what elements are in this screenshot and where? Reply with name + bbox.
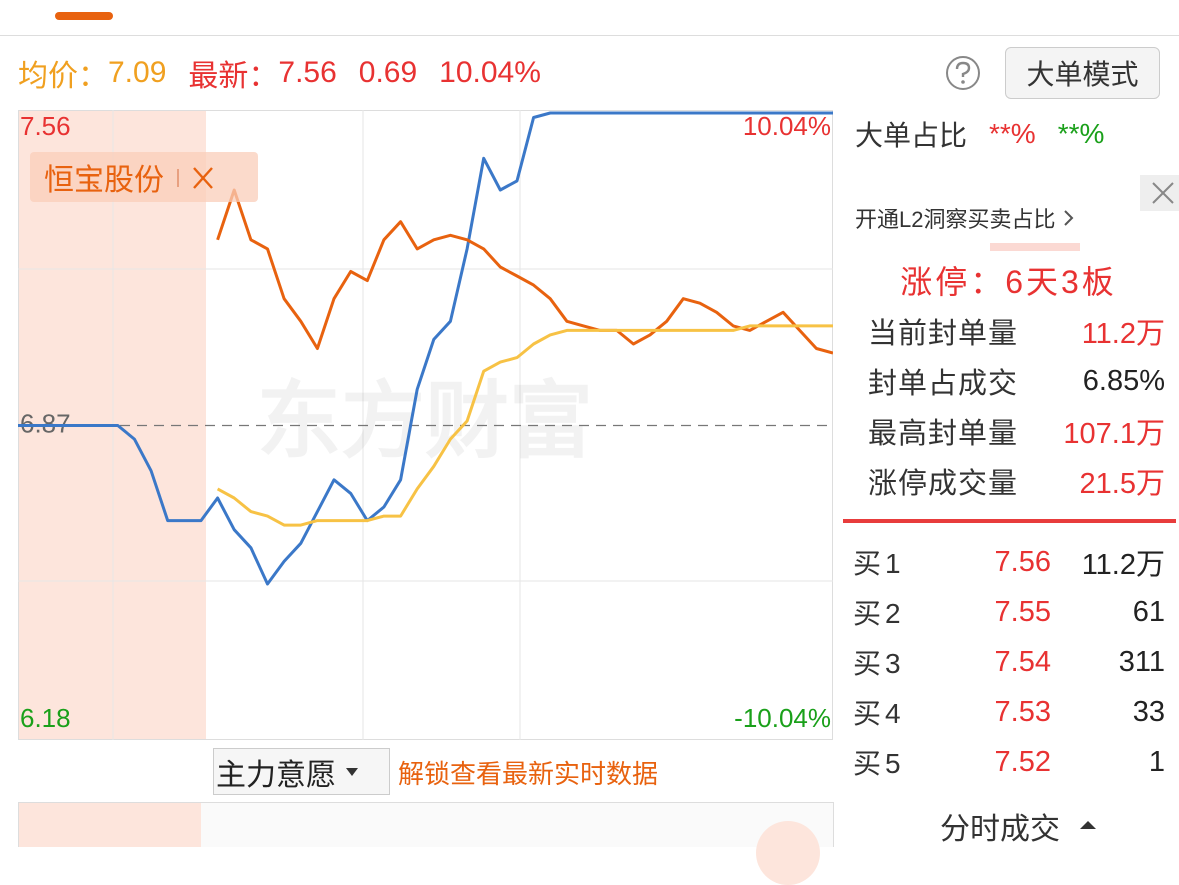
compare-stock-name: 恒宝股份	[44, 164, 164, 197]
limit-up-label: 当前封单量	[868, 318, 1019, 350]
price-line	[216, 188, 833, 355]
promo-close[interactable]	[1140, 175, 1179, 211]
chevron	[1064, 210, 1074, 226]
price-line	[18, 111, 833, 586]
dropdown-arrow	[346, 767, 358, 776]
tag-close[interactable]	[164, 157, 224, 197]
bid-volume: 11.2万	[1081, 549, 1165, 581]
promo-accent	[990, 243, 1080, 251]
mode-button[interactable]: 大单模式	[1005, 47, 1160, 99]
compare-tag[interactable]: 恒宝股份	[30, 152, 258, 202]
bid-price: 7.55	[994, 595, 1051, 628]
limit-up-title-text: 涨停：6天3板	[900, 264, 1117, 300]
tab-strip	[0, 0, 1179, 36]
big-order-row: 大单占比 **% **%	[855, 112, 1104, 156]
y-tick-label: 6.87	[20, 408, 71, 438]
limit-up-label: 最高封单量	[868, 418, 1019, 450]
unlock-link[interactable]: 解锁查看最新实时数据	[398, 758, 659, 789]
limit-up-value: 107.1万	[1063, 418, 1165, 450]
sub-chart-shade	[19, 803, 201, 847]
y2-tick-label: -10.04%	[734, 703, 831, 733]
trade-tab-label: 分时成交	[940, 813, 1060, 846]
limit-up-title: 涨停：6天3板	[838, 258, 1179, 302]
y-tick-label: 7.56	[20, 111, 71, 141]
l2-promo-text: 开通L2洞察买卖占比	[855, 207, 1056, 232]
trade-tab[interactable]: 分时成交	[940, 805, 1120, 847]
y2-tick-label: 10.04%	[743, 111, 831, 141]
bid-volume: 311	[1118, 645, 1165, 678]
bid-volume: 33	[1132, 695, 1165, 728]
bid-volume: 1	[1148, 745, 1165, 778]
sub-chart	[18, 802, 834, 885]
latest-price: 7.56	[278, 56, 337, 89]
limit-up-label: 封单占成交	[868, 368, 1019, 400]
limit-up-value: 6.85%	[1082, 364, 1165, 397]
bid-level: 买2	[853, 598, 905, 629]
limit-up-label: 涨停成交量	[868, 468, 1019, 500]
bid-level: 买3	[853, 648, 905, 679]
quote-header: 均价： 7.09 最新： 7.56 0.69 10.04%	[18, 50, 541, 96]
bid-price: 7.53	[994, 695, 1051, 728]
active-tab-indicator	[55, 12, 113, 20]
help-icon[interactable]	[944, 54, 982, 92]
indicator-select[interactable]: 主力意愿	[213, 748, 390, 795]
bid-level: 买1	[853, 548, 905, 579]
big-order-label: 大单占比	[855, 120, 968, 151]
indicator-name: 主力意愿	[216, 758, 336, 792]
big-order-sell: **%	[1057, 118, 1105, 149]
bid-level: 买5	[853, 748, 905, 779]
change-pct: 10.04%	[439, 56, 541, 89]
limit-up-value: 21.5万	[1079, 468, 1165, 500]
bid-level: 买4	[853, 698, 905, 729]
divider	[843, 519, 1176, 523]
watermark: 东方财富	[257, 374, 593, 468]
limit-up-value: 11.2万	[1081, 318, 1165, 350]
big-order-buy: **%	[989, 118, 1036, 149]
change: 0.69	[358, 56, 418, 89]
bid-price: 7.54	[994, 645, 1051, 678]
collapse-arrow	[1080, 821, 1096, 829]
bid-price: 7.56	[994, 545, 1051, 578]
price-line	[216, 324, 833, 527]
l2-promo[interactable]: 开通L2洞察买卖占比	[855, 200, 1083, 236]
float-button[interactable]	[756, 821, 820, 885]
bid-volume: 61	[1132, 595, 1165, 628]
latest-label: 最新：	[188, 60, 279, 93]
intraday-chart: 东方财富 6.18 6.87 7.56 -10.04% 10.04%	[18, 110, 833, 740]
avg-price: 7.09	[108, 56, 167, 89]
avg-label: 均价：	[18, 60, 108, 93]
y-tick-label: 6.18	[20, 703, 71, 733]
bid-price: 7.52	[994, 745, 1051, 778]
